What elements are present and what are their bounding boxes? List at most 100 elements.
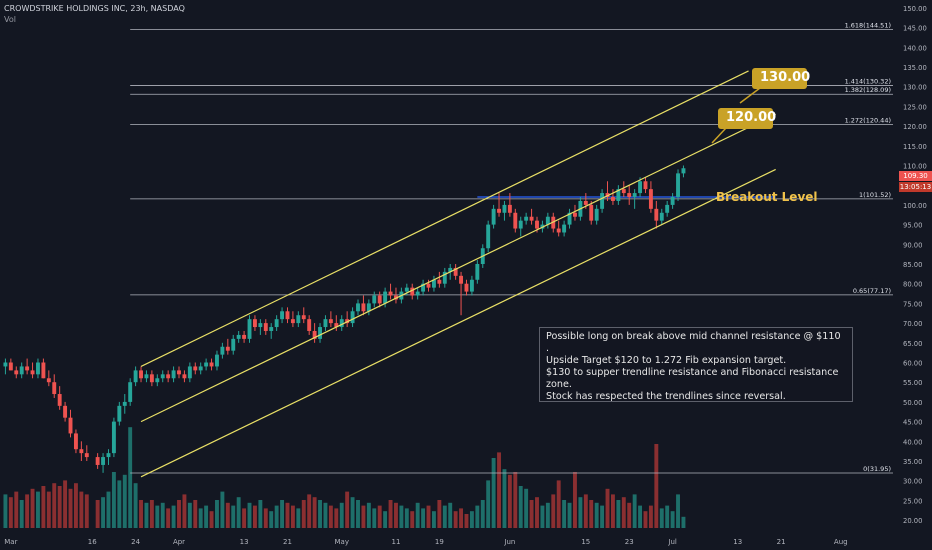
callout-120-pointer: [711, 127, 727, 144]
candle-body: [524, 216, 529, 221]
candle-body: [274, 319, 279, 328]
candle-body: [171, 370, 176, 379]
candle-body: [84, 453, 89, 458]
volume-bar: [14, 491, 19, 528]
volume-bar: [589, 500, 594, 528]
volume-bar: [361, 505, 366, 528]
volume-bar: [578, 497, 583, 528]
time-tick-label: May: [334, 538, 348, 546]
volume-bar: [198, 508, 203, 528]
candle-body: [410, 287, 415, 296]
volume-bar: [19, 500, 24, 528]
volume-bar: [621, 497, 626, 528]
price-tick-label: 115.00: [903, 143, 927, 151]
breakout-level-label[interactable]: Breakout Level: [716, 190, 818, 204]
volume-bar: [497, 452, 501, 528]
target-120-callout[interactable]: 120.00: [718, 108, 776, 129]
candle-body: [139, 370, 143, 379]
candle-body: [464, 283, 469, 292]
volume-bar: [627, 502, 632, 528]
price-tick-label: 60.00: [903, 360, 922, 368]
candle-body: [665, 204, 670, 213]
candle-body: [312, 330, 317, 339]
trend-channel: [140, 70, 776, 478]
volume-bar: [415, 502, 420, 528]
candle-body: [616, 189, 621, 201]
price-tick-label: 100.00: [903, 202, 927, 210]
volume-bar: [301, 500, 306, 528]
candle-body: [328, 319, 333, 324]
volume-bar: [345, 491, 350, 528]
volume-bar: [263, 508, 268, 528]
volume-bar: [296, 508, 301, 528]
candle-body: [215, 354, 219, 367]
candle-body: [111, 421, 116, 454]
candle-body: [518, 220, 523, 229]
channel-line-lower: [140, 168, 776, 478]
volume-bar: [204, 505, 209, 528]
analysis-note[interactable]: Possible long on break above mid channel…: [539, 327, 853, 402]
target-130-callout[interactable]: 130.00: [752, 68, 810, 89]
volume-bars: [3, 427, 686, 528]
volume-bar: [681, 516, 686, 528]
volume-bar: [594, 502, 599, 528]
volume-bar: [556, 480, 561, 528]
candle-body: [225, 346, 230, 351]
callout-130-pointer: [739, 87, 761, 104]
candle-body: [415, 291, 420, 296]
price-tick-label: 20.00: [903, 517, 922, 525]
volume-indicator-label[interactable]: Vol: [4, 15, 16, 24]
volume-bar: [177, 500, 181, 528]
price-tick-label: 130.00: [903, 84, 927, 92]
fib-level-label: 1.272(120.44): [845, 116, 891, 124]
volume-bar: [46, 491, 51, 528]
bar-countdown-tag: 13:05:13: [899, 182, 932, 192]
volume-bar: [394, 502, 398, 528]
volume-bar: [187, 502, 192, 528]
candle-body: [502, 204, 507, 213]
volume-bar: [155, 505, 160, 528]
volume-bar: [215, 500, 219, 528]
candle-body: [193, 366, 198, 371]
time-axis[interactable]: Mar 16 24 Apr 13 21 May 11 19 Jun 15 23 Jul 13 21 Aug: [4, 538, 847, 546]
candle-body: [198, 366, 203, 371]
candle-body: [459, 275, 464, 284]
volume-bar: [63, 480, 68, 528]
volume-bar: [30, 488, 35, 528]
volume-bar: [149, 500, 154, 528]
volume-bar: [307, 494, 312, 528]
volume-bar: [529, 500, 534, 528]
candle-body: [57, 394, 62, 406]
volume-bar: [41, 486, 46, 528]
candle-body: [166, 374, 171, 379]
price-tick-label: 80.00: [903, 281, 922, 289]
volume-bar: [605, 488, 610, 528]
candle-body: [46, 378, 51, 383]
candle-body: [404, 287, 409, 292]
volume-bar: [122, 474, 127, 528]
candle-body: [361, 303, 366, 312]
candle-body: [334, 323, 339, 328]
price-tick-label: 150.00: [903, 5, 927, 13]
volume-bar: [209, 511, 214, 528]
candle-body: [491, 208, 496, 225]
volume-bar: [182, 494, 187, 528]
candle-body: [589, 204, 594, 221]
time-tick-label: Apr: [173, 538, 185, 546]
candle-body: [106, 453, 111, 458]
volume-bar: [334, 508, 339, 528]
candle-body: [339, 319, 344, 328]
price-tick-label: 40.00: [903, 438, 922, 446]
volume-bar: [312, 497, 317, 528]
volume-bar: [144, 502, 149, 528]
candle-body: [377, 295, 382, 304]
volume-bar: [480, 500, 485, 528]
chart-title: CROWDSTRIKE HOLDINGS INC, 23h, NASDAQ: [4, 4, 185, 13]
volume-bar: [258, 500, 263, 528]
volume-bar: [486, 480, 491, 528]
fib-level-label: 1(101.52): [859, 191, 891, 199]
volume-bar: [247, 502, 252, 528]
candle-body: [236, 334, 241, 339]
volume-bar: [643, 511, 648, 528]
